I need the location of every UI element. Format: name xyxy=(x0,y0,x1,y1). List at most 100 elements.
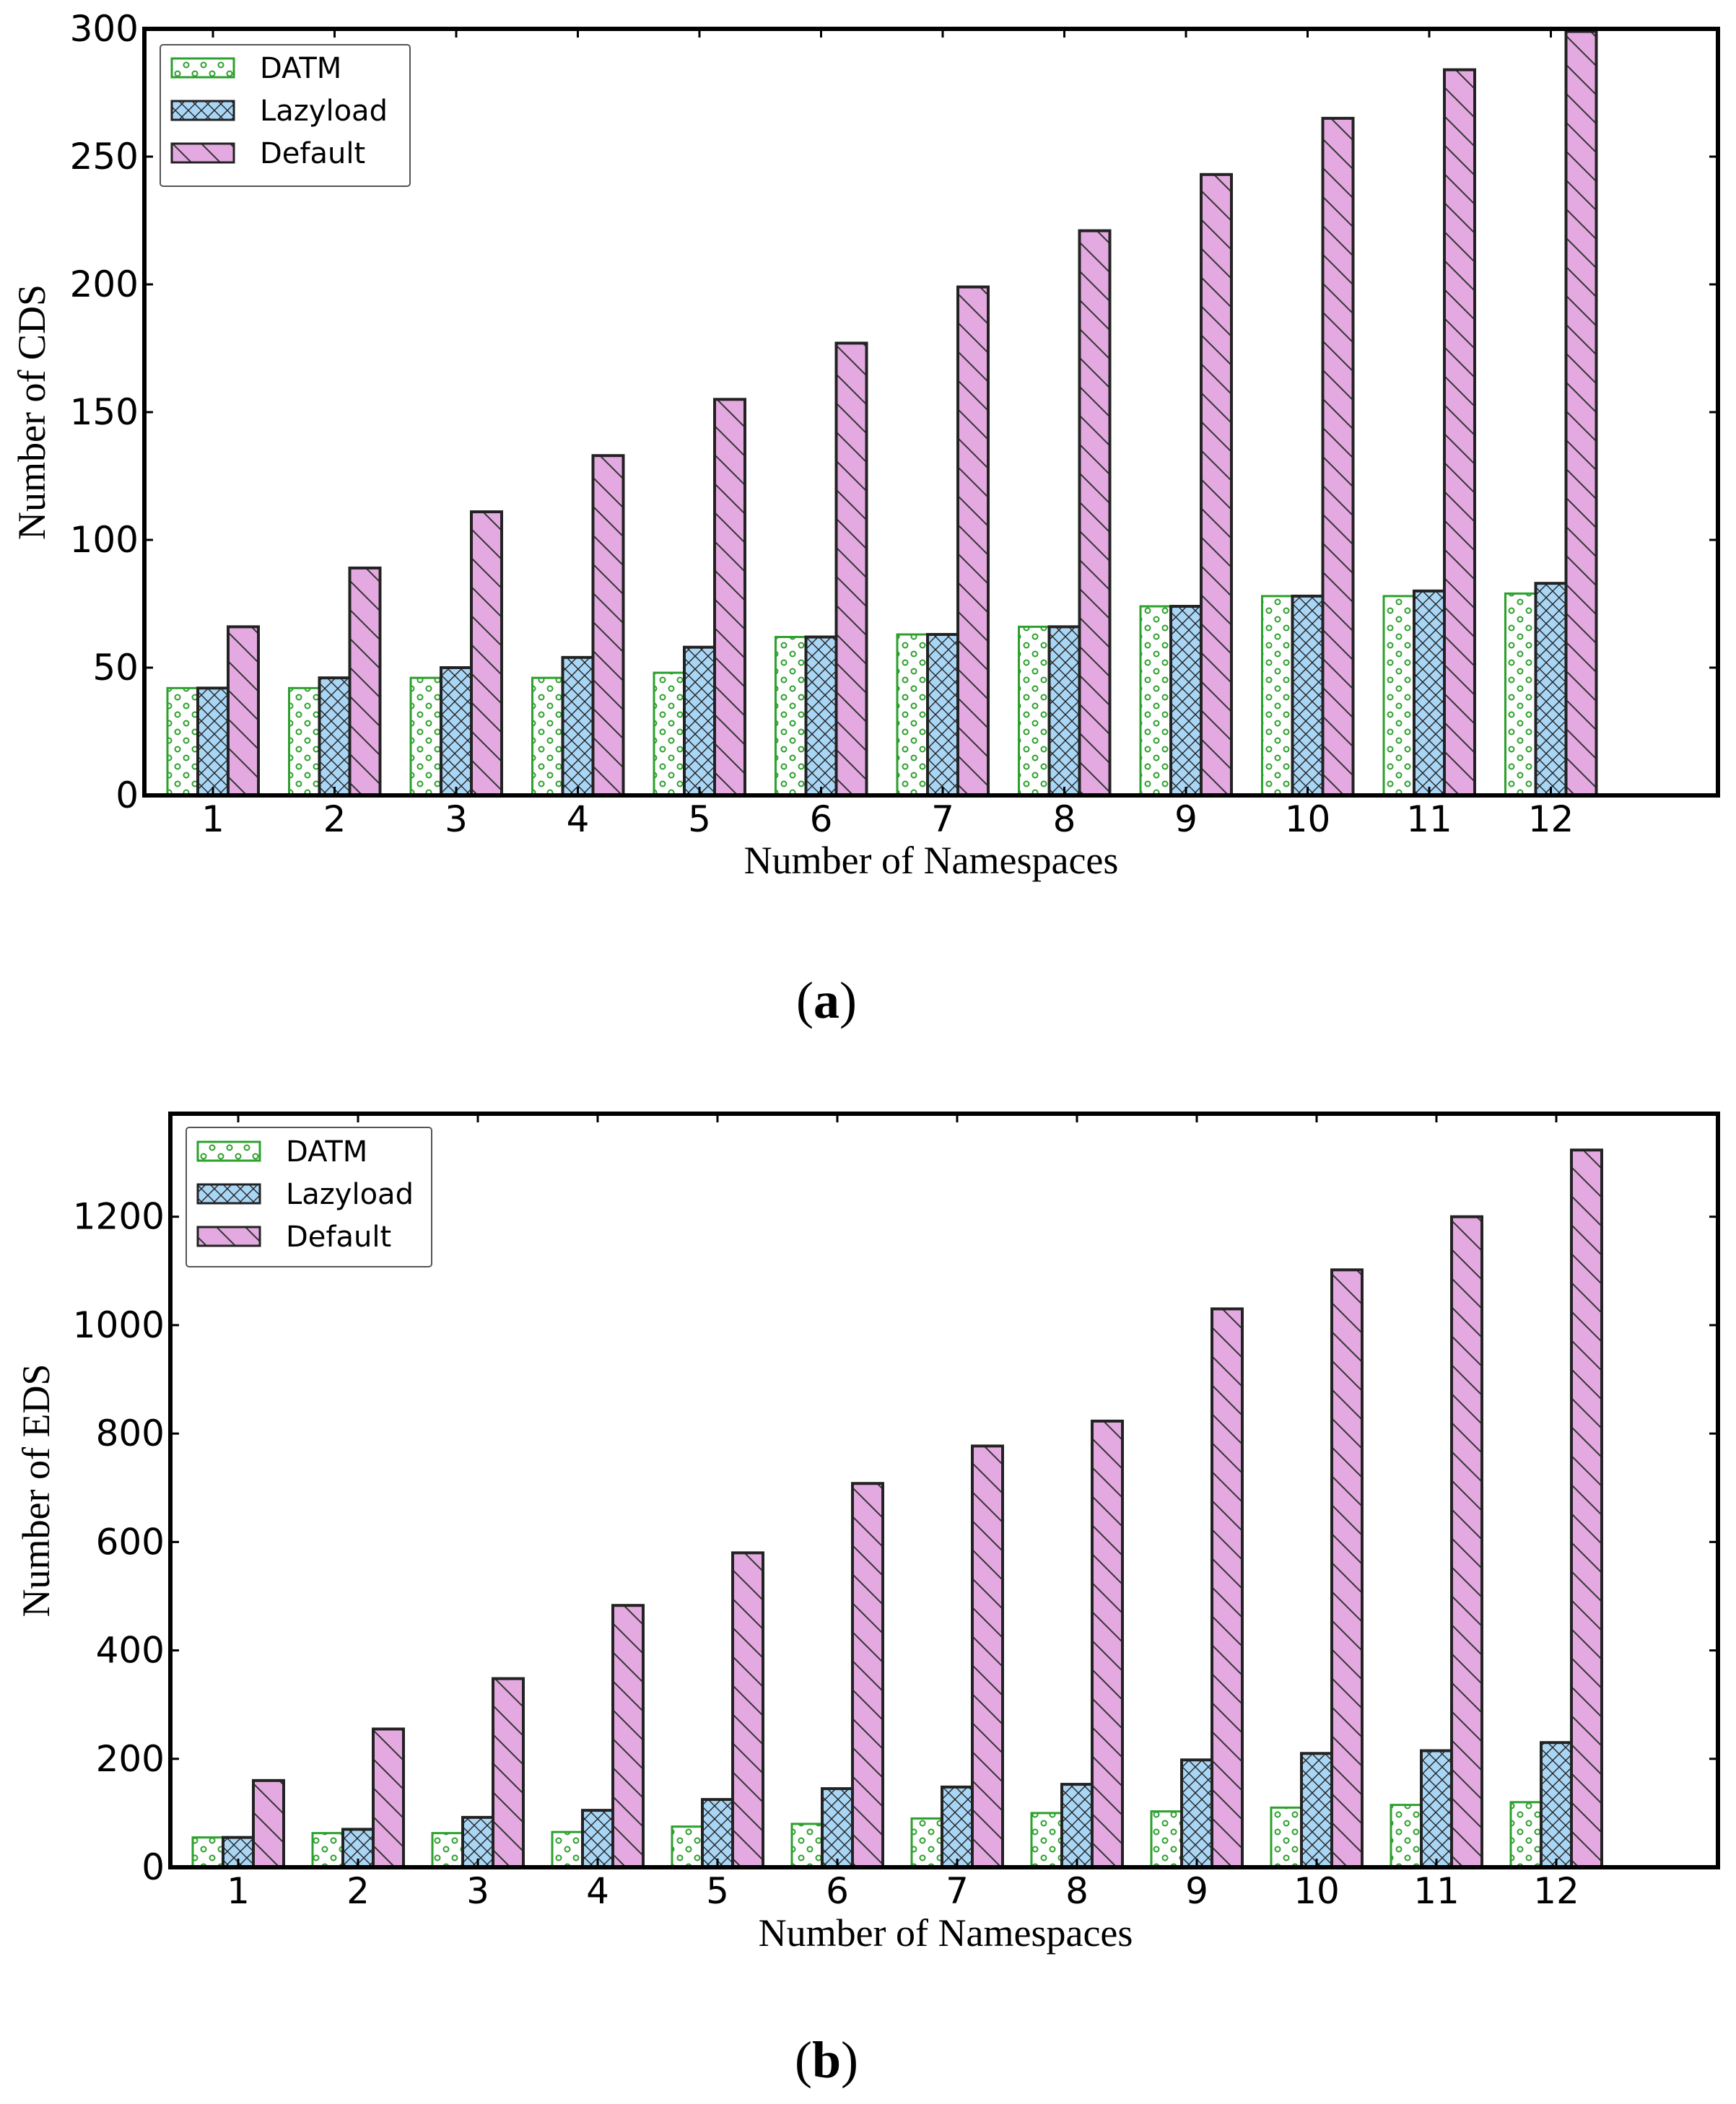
chart-a-legend-label-datm: DATM xyxy=(260,52,341,85)
chart-a-bar-datm-2 xyxy=(288,686,320,797)
chart-a-bar-lazyload-3 xyxy=(440,666,473,797)
chart-b-bar-default-3 xyxy=(492,1677,525,1869)
chart-a-ytick-label-200: 200 xyxy=(70,263,139,305)
chart-a-bar-datm-8 xyxy=(1018,625,1050,797)
chart-b-bar-datm-12 xyxy=(1509,1801,1543,1869)
chart-b-legend-swatch-datm xyxy=(196,1140,261,1162)
chart-a-xtick-label-12: 12 xyxy=(1528,798,1574,840)
chart-a-ytick-label-0: 0 xyxy=(115,774,139,816)
chart-b-bar-datm-11 xyxy=(1390,1804,1423,1869)
chart-b-bar-datm-6 xyxy=(790,1823,824,1869)
chart-a-ytick-label-150: 150 xyxy=(70,391,139,433)
chart-a-bar-lazyload-4 xyxy=(561,655,595,798)
chart-a-bar-default-2 xyxy=(348,566,382,797)
chart-b-bar-default-10 xyxy=(1330,1268,1364,1869)
chart-b-bar-lazyload-6 xyxy=(821,1787,854,1869)
chart-a-bar-datm-1 xyxy=(166,686,199,797)
chart-b-xtick-label-2: 2 xyxy=(346,1870,370,1912)
chart-b-yticks: 0 200 400 600 800 1000 1200 xyxy=(73,1196,1718,1888)
chart-b-bar-datm-5 xyxy=(671,1825,704,1869)
chart-a-bar-default-11 xyxy=(1443,68,1476,797)
chart-b-legend-label-datm: DATM xyxy=(286,1135,367,1169)
chart-b-bar-default-5 xyxy=(731,1551,764,1869)
chart-a-bar-datm-3 xyxy=(409,676,442,797)
chart-a-legend: DATM Lazyload Default xyxy=(160,44,411,187)
chart-b-bar-default-8 xyxy=(1091,1419,1124,1869)
chart-b-bar-default-11 xyxy=(1450,1215,1483,1869)
chart-b-xtick-label-10: 10 xyxy=(1294,1870,1340,1912)
chart-b-ytick-label-600: 600 xyxy=(96,1521,165,1563)
chart-a-bar-datm-6 xyxy=(775,636,807,797)
chart-b-xtick-label-1: 1 xyxy=(227,1870,250,1912)
chart-b-bar-default-7 xyxy=(971,1444,1004,1869)
chart-b-bar-default-1 xyxy=(252,1778,285,1869)
chart-a-bar-default-9 xyxy=(1200,173,1233,797)
chart-b-xticks: 1 2 3 4 5 6 7 8 9 10 11 12 xyxy=(227,1114,1579,1912)
chart-b-ytick-label-1000: 1000 xyxy=(73,1304,165,1346)
chart-b-ytick-label-200: 200 xyxy=(96,1738,165,1780)
chart-a-bar-lazyload-6 xyxy=(804,635,838,798)
chart-a-xlabel: Number of Namespaces xyxy=(744,839,1119,882)
chart-a-ytick-label-300: 300 xyxy=(70,8,139,50)
chart-b-caption: (b) xyxy=(795,2031,858,2089)
chart-b-bar-datm-2 xyxy=(311,1832,344,1869)
chart-a-bar-default-1 xyxy=(227,625,260,797)
chart-b-ytick-label-400: 400 xyxy=(96,1630,165,1672)
chart-a-bar-lazyload-12 xyxy=(1534,582,1568,797)
chart-b-bar-lazyload-5 xyxy=(701,1798,734,1869)
chart-b-xtick-label-7: 7 xyxy=(946,1870,969,1912)
chart-a-bar-lazyload-5 xyxy=(683,645,716,797)
chart-a-bar-default-6 xyxy=(834,341,868,798)
chart-a-caption: (a) xyxy=(796,972,857,1029)
chart-b-bar-default-12 xyxy=(1570,1148,1603,1869)
chart-a-bar-default-3 xyxy=(470,510,503,797)
chart-a-caption-letter: a xyxy=(814,972,839,1029)
chart-b-caption-letter: b xyxy=(812,2031,841,2089)
chart-a-bar-default-4 xyxy=(591,454,625,797)
chart-b-frame xyxy=(168,1112,1720,1869)
chart-b-legend: DATM Lazyload Default xyxy=(186,1127,432,1267)
chart-a-bar-lazyload-11 xyxy=(1413,589,1446,797)
chart-a-legend-swatch-lazyload xyxy=(170,100,235,121)
chart-a-bar-default-12 xyxy=(1564,30,1598,797)
chart-a-bar-datm-9 xyxy=(1139,605,1172,797)
chart-a-xtick-label-3: 3 xyxy=(445,798,468,840)
chart-b-bar-datm-8 xyxy=(1030,1812,1063,1869)
chart-a-bar-datm-12 xyxy=(1504,592,1537,797)
chart-b-ytick-label-1200: 1200 xyxy=(73,1196,165,1238)
chart-b-legend-swatch-default xyxy=(196,1226,261,1247)
chart-a-xtick-label-9: 9 xyxy=(1174,798,1198,840)
chart-a-ytick-label-250: 250 xyxy=(70,136,139,178)
chart-a-frame xyxy=(142,27,1720,798)
chart-b-ylabel: Number of EDS xyxy=(14,1364,58,1618)
chart-a-bar-lazyload-7 xyxy=(926,632,959,797)
chart-b-bar-default-2 xyxy=(372,1727,405,1869)
chart-b-bar-default-4 xyxy=(611,1604,645,1869)
chart-a-bar-datm-10 xyxy=(1261,595,1294,797)
chart-a-legend-swatch-default xyxy=(170,142,235,164)
chart-a-bar-datm-5 xyxy=(653,671,686,797)
chart-b-bar-lazyload-8 xyxy=(1060,1783,1094,1869)
chart-b-bar-datm-4 xyxy=(551,1830,584,1869)
chart-a-yticks: 0 50 100 150 200 250 300 xyxy=(70,8,1718,816)
chart-a-caption-open: ( xyxy=(796,972,814,1029)
chart-b-xtick-label-6: 6 xyxy=(826,1870,849,1912)
chart-a-ylabel: Number of CDS xyxy=(10,284,53,540)
chart-a-xtick-label-11: 11 xyxy=(1406,798,1452,840)
chart-a-bar-default-8 xyxy=(1078,229,1112,798)
chart-b-bar-default-9 xyxy=(1211,1307,1244,1869)
chart-a-bar-default-5 xyxy=(713,398,746,797)
chart-b-xtick-label-9: 9 xyxy=(1185,1870,1208,1912)
chart-a-xtick-label-5: 5 xyxy=(688,798,711,840)
chart-b-caption-close: ) xyxy=(841,2031,858,2089)
chart-a-xtick-label-2: 2 xyxy=(323,798,346,840)
chart-a-ytick-label-50: 50 xyxy=(92,647,139,689)
chart-a-bar-datm-7 xyxy=(896,633,929,797)
chart-a-xtick-label-7: 7 xyxy=(931,798,954,840)
chart-b-xtick-label-5: 5 xyxy=(706,1870,729,1912)
chart-a-xtick-label-8: 8 xyxy=(1053,798,1076,840)
chart-b-bars xyxy=(191,1148,1603,1869)
chart-a-bar-lazyload-8 xyxy=(1047,625,1081,797)
chart-b-xtick-label-12: 12 xyxy=(1533,1870,1579,1912)
